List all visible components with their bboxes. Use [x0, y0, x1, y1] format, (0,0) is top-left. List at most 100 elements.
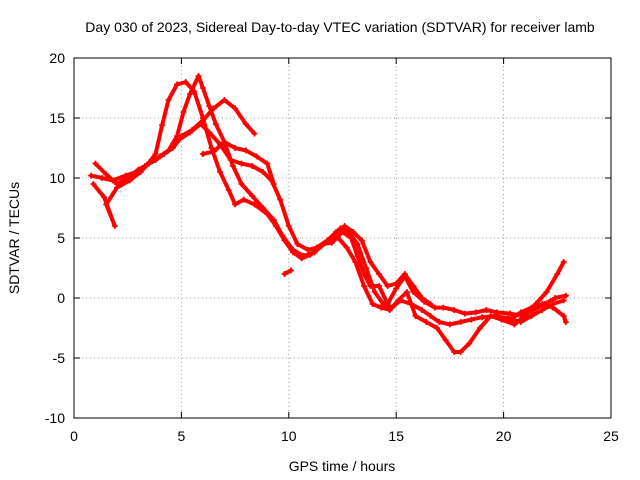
data-point — [479, 314, 486, 321]
data-point — [270, 217, 277, 223]
data-point — [476, 325, 483, 331]
data-point — [227, 157, 234, 163]
data-point — [238, 160, 245, 167]
data-point — [242, 147, 249, 154]
data-point — [363, 265, 370, 271]
data-point — [560, 313, 567, 319]
data-point — [367, 283, 374, 289]
data-point — [206, 103, 213, 109]
x-tick-label: 0 — [70, 428, 78, 444]
data-point — [367, 259, 374, 265]
data-point — [240, 196, 247, 203]
data-point — [562, 319, 569, 325]
data-point — [152, 151, 159, 157]
y-axis-label: SDTVAR / TECUs — [6, 182, 22, 294]
data-point — [369, 301, 376, 307]
data-point — [451, 307, 458, 313]
data-point — [206, 129, 213, 136]
data-point — [401, 271, 408, 277]
data-point — [324, 237, 331, 244]
data-point — [371, 289, 378, 295]
data-point — [333, 229, 340, 235]
series-track-a — [90, 79, 567, 328]
data-point — [238, 181, 245, 187]
data-point — [554, 271, 561, 277]
data-point — [313, 244, 320, 251]
series-track-g — [281, 267, 294, 277]
data-point — [174, 81, 181, 88]
data-point — [101, 194, 108, 201]
data-point — [133, 169, 140, 175]
data-point — [431, 304, 438, 311]
data-point — [285, 223, 292, 229]
data-point — [440, 304, 447, 311]
series-track-f — [324, 223, 434, 307]
series-track-e — [199, 139, 277, 187]
data-point — [562, 292, 569, 299]
data-point — [543, 289, 550, 295]
data-point — [232, 105, 239, 112]
data-point — [418, 307, 425, 313]
data-point — [180, 109, 187, 115]
y-tick-label: -5 — [53, 350, 66, 366]
data-point — [260, 205, 267, 211]
data-point — [360, 271, 367, 277]
x-tick-label: 25 — [603, 428, 619, 444]
data-point — [249, 193, 256, 199]
data-point — [279, 232, 286, 239]
data-point — [498, 316, 505, 323]
data-point — [539, 301, 546, 307]
data-point — [378, 304, 385, 311]
data-point — [393, 280, 400, 287]
data-point — [528, 304, 535, 311]
data-point — [384, 283, 391, 289]
data-point — [354, 253, 361, 259]
series-line — [200, 140, 276, 186]
data-point — [294, 241, 301, 247]
data-point — [277, 196, 284, 203]
data-point — [195, 73, 202, 79]
data-point — [141, 163, 148, 169]
data-point — [264, 160, 271, 167]
data-point — [348, 235, 355, 241]
series-track-h — [507, 301, 569, 325]
tick-group: 0 5 10 15 20 25 -10 -5 0 5 10 15 20 — [45, 50, 619, 444]
data-point — [528, 313, 535, 319]
y-tick-label: 20 — [49, 50, 65, 66]
data-point — [113, 181, 120, 187]
data-point — [358, 237, 365, 244]
data-point — [290, 247, 297, 253]
data-point — [186, 91, 193, 97]
data-point — [122, 172, 129, 179]
series-line — [89, 122, 566, 354]
data-point — [352, 259, 359, 265]
data-point — [483, 307, 490, 313]
data-point — [434, 325, 441, 331]
y-tick-label: 10 — [49, 170, 65, 186]
series-track-d — [178, 97, 258, 139]
data-point — [305, 247, 312, 253]
data-point — [552, 295, 559, 301]
data-point — [260, 169, 267, 175]
data-point — [343, 244, 350, 251]
data-point — [182, 79, 189, 85]
data-point — [98, 175, 105, 181]
data-point — [212, 121, 219, 127]
data-point — [229, 163, 236, 169]
data-point — [466, 340, 473, 347]
data-point — [251, 201, 258, 208]
data-point — [412, 313, 419, 319]
y-tick-label: 0 — [57, 290, 65, 306]
grid — [74, 58, 611, 418]
series-group — [88, 73, 569, 355]
data-point — [210, 148, 217, 155]
data-point — [560, 297, 567, 304]
data-point — [339, 229, 346, 235]
data-point — [199, 117, 206, 124]
data-point — [517, 309, 524, 316]
data-point — [386, 307, 393, 313]
data-point — [550, 304, 557, 311]
data-point — [446, 321, 453, 328]
data-point — [410, 283, 417, 289]
